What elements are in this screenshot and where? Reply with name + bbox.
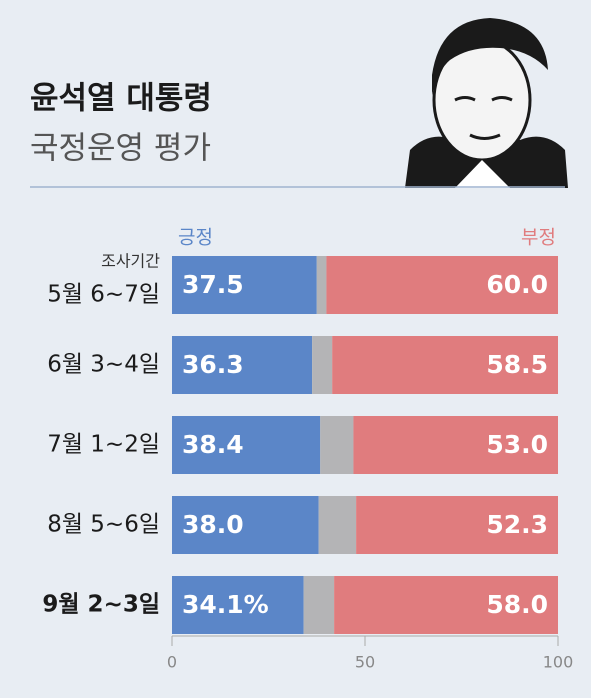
bar-segment [303,576,335,634]
bar-segment [172,416,321,474]
bar-segment [172,256,317,314]
bar-segment [353,416,558,474]
portrait [405,18,568,188]
bar-segment [356,496,558,554]
x-tick-label: 100 [543,653,574,672]
data-label: 38.0 [182,510,244,539]
data-label: 37.5 [182,270,244,299]
legend-label: 긍정 [178,227,213,249]
data-label: 53.0 [486,430,548,459]
data-label: 36.3 [182,350,244,379]
x-tick-label: 0 [167,653,177,672]
bar-segment [312,336,333,394]
y-tick-label: 6월 3~4일 [47,352,160,378]
x-tick-label: 50 [355,653,375,672]
bar-segment [326,256,558,314]
data-label: 38.4 [182,430,244,459]
y-tick-label: 7월 1~2일 [47,432,160,458]
bar-segment [172,496,319,554]
bar-segment [172,336,313,394]
y-tick-label: 9월 2~3일 [42,592,160,618]
chart-subtitle: 국정운영 평가 [30,131,211,167]
bar-segment [320,416,354,474]
y-tick-label: 8월 5~6일 [47,512,160,538]
legend-label: 부정 [521,227,556,249]
y-tick-label: 5월 6~7일 [47,282,160,308]
bar-segment [172,576,304,634]
bar-segment [318,496,357,554]
data-label: 58.5 [486,350,548,379]
category-header: 조사기간 [101,252,160,271]
bar-segment [334,576,558,634]
bar-segment [316,256,327,314]
data-label: 52.3 [486,510,548,539]
bar-segment [332,336,558,394]
data-label: 58.0 [486,590,548,619]
chart-title: 윤석열 대통령 [30,81,212,117]
data-label: 60.0 [486,270,548,299]
data-label: 34.1% [182,590,269,619]
